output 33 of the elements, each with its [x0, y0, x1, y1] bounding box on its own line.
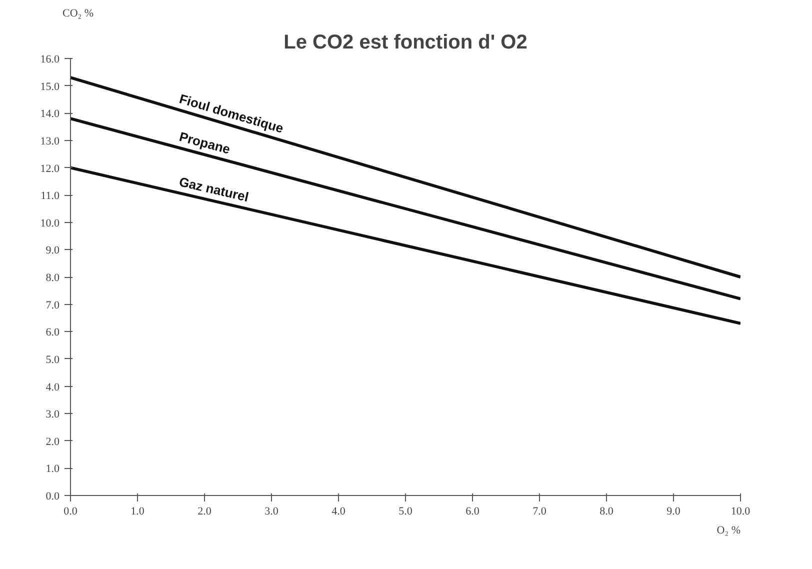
y-tick-label: 14.0 — [40, 108, 60, 120]
x-tick-label: 8.0 — [600, 506, 614, 518]
chart-title: Le CO2 est fonction d' O2 — [284, 32, 528, 54]
x-tick-label: 7.0 — [532, 506, 547, 518]
x-tick-label: 1.0 — [130, 506, 145, 518]
y-tick-label: 13.0 — [40, 135, 60, 148]
x-tick-label: 10.0 — [730, 506, 751, 518]
text: Propane — [178, 128, 232, 157]
x-axis-title: O₂ % — [716, 524, 741, 536]
y-tick-label: 11.0 — [40, 190, 60, 202]
y-tick-label: 6.0 — [46, 326, 60, 339]
y-tick-label: 3.0 — [46, 408, 60, 421]
x-tick-label: 6.0 — [466, 506, 480, 518]
y-tick-label: 2.0 — [46, 436, 60, 448]
y-tick-label: 9.0 — [46, 244, 60, 257]
y-tick-label: 8.0 — [46, 272, 60, 284]
x-tick-label: 5.0 — [398, 506, 413, 518]
y-tick-label: 15.0 — [40, 80, 60, 93]
y-tick-label: 5.0 — [46, 354, 60, 366]
y-tick-label: 16.0 — [40, 54, 60, 66]
y-axis-title: CO₂ % — [62, 8, 94, 20]
y-tick-label: 0.0 — [46, 490, 60, 502]
x-tick-label: 2.0 — [198, 506, 212, 518]
y-tick-label: 12.0 — [40, 162, 60, 175]
y-tick-label: 10.0 — [40, 217, 60, 230]
y-tick-label: 7.0 — [46, 299, 60, 312]
x-tick-label: 0.0 — [64, 506, 78, 518]
x-tick-label: 3.0 — [264, 506, 279, 518]
y-tick-label: 4.0 — [46, 381, 60, 394]
text: Gaz naturel — [178, 174, 250, 205]
x-tick-label: 9.0 — [666, 506, 681, 518]
x-tick-label: 4.0 — [332, 506, 346, 518]
y-tick-label: 1.0 — [46, 463, 60, 476]
